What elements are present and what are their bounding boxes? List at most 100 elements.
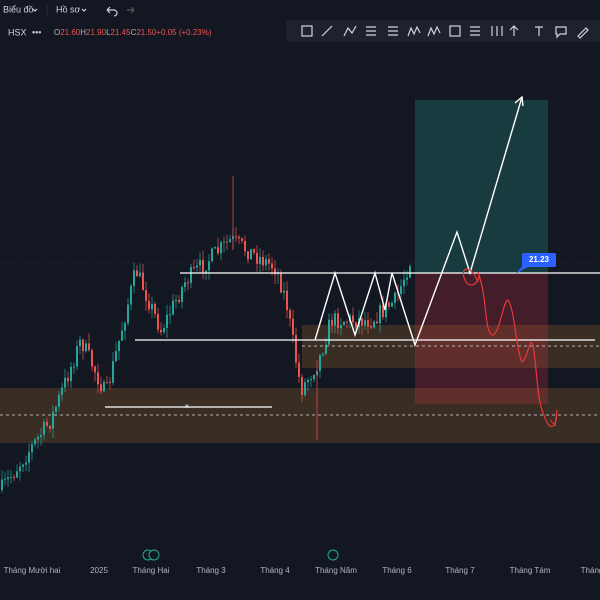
candle — [193, 267, 195, 269]
candle — [40, 435, 42, 437]
candle — [91, 350, 93, 367]
candle — [259, 256, 261, 264]
candle — [364, 320, 366, 326]
candle — [100, 384, 102, 392]
ohlc-value: 21.50 — [136, 28, 157, 37]
candle — [265, 259, 267, 266]
price-label-box — [522, 253, 556, 267]
x-axis: Tháng Mười hai 2025 Tháng Hai Tháng 3 Tháng … — [4, 566, 600, 575]
tool-brush[interactable] — [577, 27, 589, 39]
tool-line[interactable] — [321, 25, 333, 37]
tool-rect[interactable] — [301, 25, 313, 37]
candle — [160, 329, 162, 333]
candle — [319, 354, 321, 371]
candle — [343, 321, 345, 325]
dropdown-caret — [81, 8, 87, 12]
x-tick-label: Tháng 3 — [196, 566, 226, 575]
candle — [19, 466, 21, 472]
candle — [124, 323, 126, 331]
candle — [10, 476, 12, 478]
x-tick-label: Tháng — [581, 566, 600, 575]
candle — [256, 252, 258, 264]
candle — [379, 305, 381, 324]
candle — [295, 334, 297, 363]
candle — [13, 476, 15, 478]
bearish-sketch — [462, 268, 558, 427]
candle — [106, 381, 108, 383]
candle — [55, 406, 57, 412]
tool-pattern[interactable] — [407, 25, 421, 37]
candle — [154, 303, 156, 314]
tool-arrow[interactable] — [509, 25, 519, 36]
candle — [310, 379, 312, 381]
candle — [301, 376, 303, 396]
candle — [208, 261, 210, 271]
profile-menu[interactable]: Hồ sơ — [56, 4, 81, 14]
candle — [166, 314, 168, 329]
candle — [151, 303, 153, 310]
redo[interactable] — [127, 6, 135, 14]
candle — [229, 239, 231, 243]
candle — [181, 287, 183, 303]
tool-position[interactable] — [449, 25, 461, 37]
candle — [244, 240, 246, 252]
tool-elliott[interactable] — [427, 25, 441, 37]
candle — [127, 304, 129, 324]
candle — [58, 394, 60, 407]
candle — [241, 238, 243, 241]
candle — [247, 251, 249, 260]
more[interactable]: ••• — [32, 27, 41, 37]
ohlc-value: 21.90 — [86, 28, 107, 37]
candle — [52, 411, 54, 429]
candle — [145, 290, 147, 301]
candle — [235, 236, 237, 238]
ohlc-key: O — [54, 28, 60, 37]
candle — [292, 318, 294, 335]
candle — [112, 361, 114, 383]
event-marker[interactable] — [327, 549, 339, 561]
tool-date-range[interactable] — [491, 26, 503, 36]
candle — [118, 340, 120, 352]
tool-range[interactable] — [470, 26, 480, 36]
candle — [79, 339, 81, 347]
candle — [76, 346, 78, 367]
candle — [277, 273, 279, 275]
undo[interactable] — [106, 6, 118, 17]
arrow-head — [549, 414, 558, 427]
candle — [97, 372, 99, 385]
chart-menu[interactable]: Biểu đồ — [3, 4, 34, 14]
tool-text[interactable] — [535, 26, 543, 36]
dropdown-caret — [32, 8, 38, 12]
x-tick-label: 2025 — [90, 566, 108, 575]
candle — [391, 302, 393, 307]
candle — [355, 322, 357, 328]
ohlc-key: L — [106, 28, 111, 37]
tool-channel[interactable] — [388, 26, 398, 36]
candle — [199, 259, 201, 266]
candle — [88, 343, 90, 351]
candle — [133, 270, 135, 286]
tool-fib[interactable] — [366, 26, 376, 36]
x-tick-label: Tháng 6 — [382, 566, 412, 575]
candle — [223, 241, 225, 243]
candle — [286, 290, 288, 311]
candle — [4, 479, 6, 481]
candle — [214, 247, 216, 249]
candle — [196, 265, 198, 268]
tool-path[interactable] — [343, 25, 357, 37]
candle — [322, 353, 324, 355]
candle — [331, 319, 333, 326]
candle — [313, 375, 315, 380]
candle — [289, 310, 291, 319]
candle — [115, 351, 117, 362]
candle — [352, 315, 354, 323]
tool-comment[interactable] — [555, 26, 567, 39]
candle — [250, 249, 252, 260]
candle — [178, 299, 180, 303]
price-label: 21.23 — [529, 255, 550, 264]
candle — [367, 320, 369, 327]
event-marker[interactable] — [148, 549, 160, 561]
candle — [163, 328, 165, 333]
candle — [148, 300, 150, 310]
